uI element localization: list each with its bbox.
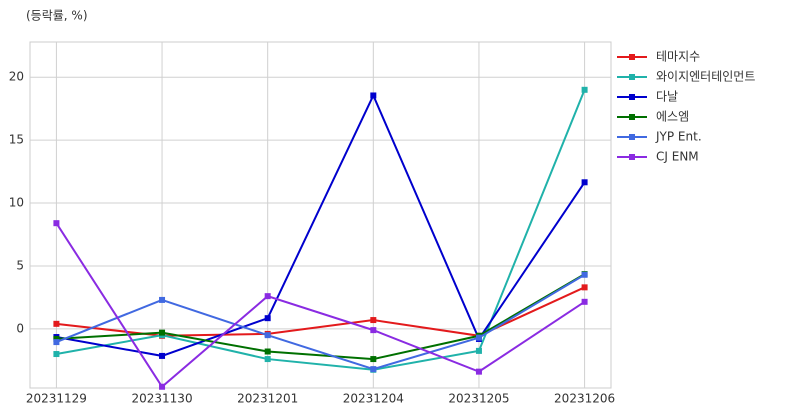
y-tick-label: 10 — [9, 196, 24, 210]
x-tick-label: 20231205 — [448, 392, 509, 406]
legend-marker — [629, 54, 635, 60]
legend-marker — [629, 94, 635, 100]
point-marker — [264, 356, 271, 363]
legend-label: JYP Ent. — [655, 130, 702, 144]
point-marker — [53, 339, 60, 346]
point-marker — [370, 356, 377, 363]
point-marker — [581, 179, 588, 186]
point-marker — [264, 332, 271, 339]
x-tick-label: 20231130 — [132, 392, 193, 406]
x-tick-label: 20231204 — [343, 392, 404, 406]
x-tick-label: 20231129 — [26, 392, 87, 406]
legend-label: 에스엠 — [656, 110, 689, 124]
point-marker — [581, 284, 588, 291]
legend-label: 테마지수 — [656, 50, 700, 64]
x-tick-label: 20231201 — [237, 392, 298, 406]
point-marker — [370, 92, 377, 99]
series-line — [55, 222, 586, 389]
point-marker — [264, 315, 271, 322]
point-marker — [581, 86, 588, 93]
point-marker — [370, 327, 377, 334]
point-marker — [264, 293, 271, 300]
legend-marker — [629, 134, 635, 140]
series-line — [56, 273, 586, 371]
series-line — [56, 93, 586, 357]
point-marker — [370, 366, 377, 373]
y-tick-label: 5 — [16, 258, 24, 272]
legend-label: 와이지엔터테인먼트 — [656, 70, 755, 84]
plot-frame — [29, 41, 612, 389]
point-marker — [475, 368, 482, 375]
point-marker — [264, 348, 271, 355]
point-marker — [159, 329, 166, 336]
series-line — [56, 273, 586, 361]
point-marker — [370, 317, 377, 324]
y-axis-label: (등락률, %) — [26, 9, 88, 23]
legend-marker — [629, 114, 635, 120]
y-tick-label: 20 — [9, 70, 24, 84]
y-tick-label: 15 — [9, 133, 24, 147]
point-marker — [581, 271, 588, 278]
point-marker — [53, 220, 60, 227]
series-line — [56, 89, 586, 371]
y-tick-label: 0 — [16, 321, 24, 335]
legend-label: CJ ENM — [656, 150, 699, 164]
point-marker — [53, 335, 60, 342]
point-marker — [475, 334, 482, 341]
point-marker — [159, 296, 166, 303]
x-tick-label: 20231206 — [554, 392, 615, 406]
point-marker — [581, 298, 588, 305]
point-marker — [159, 352, 166, 359]
point-marker — [53, 320, 60, 327]
legend-marker — [629, 154, 635, 160]
point-marker — [159, 383, 166, 390]
point-marker — [475, 347, 482, 354]
legend-marker — [629, 74, 635, 80]
point-marker — [53, 351, 60, 358]
legend-label: 다날 — [656, 90, 678, 104]
